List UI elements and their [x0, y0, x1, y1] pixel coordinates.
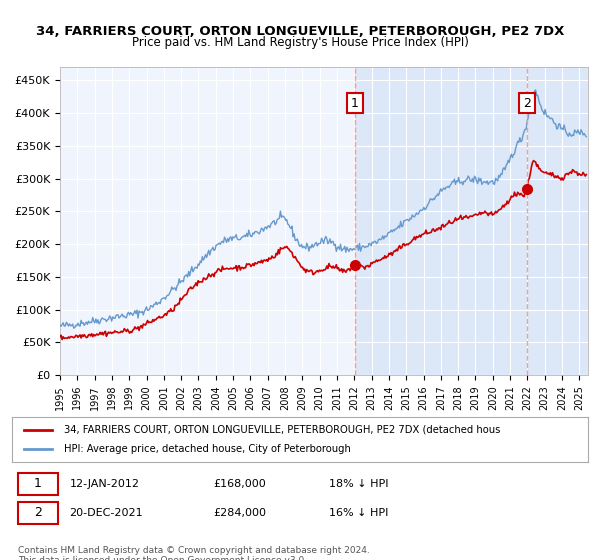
Text: Price paid vs. HM Land Registry's House Price Index (HPI): Price paid vs. HM Land Registry's House …: [131, 36, 469, 49]
Text: 12-JAN-2012: 12-JAN-2012: [70, 479, 140, 489]
Text: HPI: Average price, detached house, City of Peterborough: HPI: Average price, detached house, City…: [64, 445, 351, 455]
Text: 16% ↓ HPI: 16% ↓ HPI: [329, 508, 388, 518]
Text: 34, FARRIERS COURT, ORTON LONGUEVILLE, PETERBOROUGH, PE2 7DX (detached hous: 34, FARRIERS COURT, ORTON LONGUEVILLE, P…: [64, 424, 500, 435]
Text: 2: 2: [523, 97, 531, 110]
Text: Contains HM Land Registry data © Crown copyright and database right 2024.
This d: Contains HM Land Registry data © Crown c…: [18, 546, 370, 560]
Text: 18% ↓ HPI: 18% ↓ HPI: [329, 479, 388, 489]
Text: 20-DEC-2021: 20-DEC-2021: [70, 508, 143, 518]
Bar: [355, 67, 588, 375]
Text: 1: 1: [351, 97, 359, 110]
Text: £168,000: £168,000: [214, 479, 266, 489]
FancyBboxPatch shape: [18, 473, 58, 494]
Text: 2: 2: [34, 506, 42, 519]
Text: 34, FARRIERS COURT, ORTON LONGUEVILLE, PETERBOROUGH, PE2 7DX: 34, FARRIERS COURT, ORTON LONGUEVILLE, P…: [36, 25, 564, 38]
FancyBboxPatch shape: [18, 502, 58, 524]
Text: £284,000: £284,000: [214, 508, 266, 518]
Text: 1: 1: [34, 477, 42, 490]
